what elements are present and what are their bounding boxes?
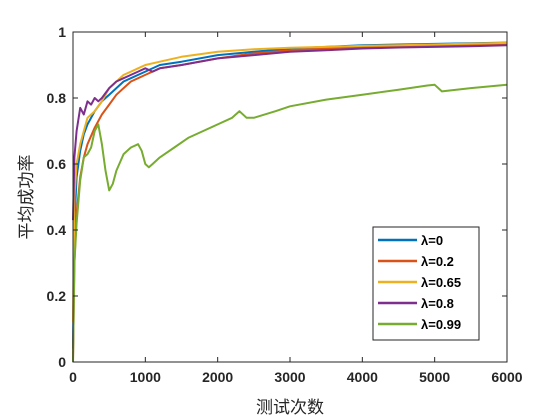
y-tick-label: 0.4 [47,222,67,238]
series-line-3 [72,44,508,221]
legend-label-4: λ=0.99 [421,317,461,332]
x-tick-label: 0 [69,369,77,385]
y-tick-label: 0.8 [47,90,67,106]
legend-label-3: λ=0.8 [421,296,454,311]
legend-label-0: λ=0 [421,233,443,248]
y-tick-label: 1 [58,24,66,40]
series-line-4 [72,83,508,363]
x-axis-title: 测试次数 [256,398,324,418]
x-tick-label: 5000 [419,369,450,385]
x-tick-label: 1000 [130,369,161,385]
y-tick-label: 0.6 [47,156,67,172]
legend: λ=0 λ=0.2 λ=0.65 λ=0.8 λ=0.99 [372,226,480,341]
x-tick-label: 4000 [347,369,378,385]
y-tick-label: 0 [58,354,66,370]
y-axis-title: 平均成功率 [17,155,37,240]
x-tick-label: 2000 [202,369,233,385]
series-line-2 [72,41,508,323]
legend-label-1: λ=0.2 [421,254,454,269]
legend-label-2: λ=0.65 [421,275,461,290]
legend-box [372,226,480,341]
x-tick-label: 3000 [274,369,305,385]
tick-layer: 0 1000 2000 3000 4000 5000 6000 0 0.2 0.4 0.6 0.8 1 [47,24,523,385]
x-tick-label: 6000 [491,369,522,385]
y-tick-label: 0.2 [47,288,67,304]
series-layer [72,41,508,363]
